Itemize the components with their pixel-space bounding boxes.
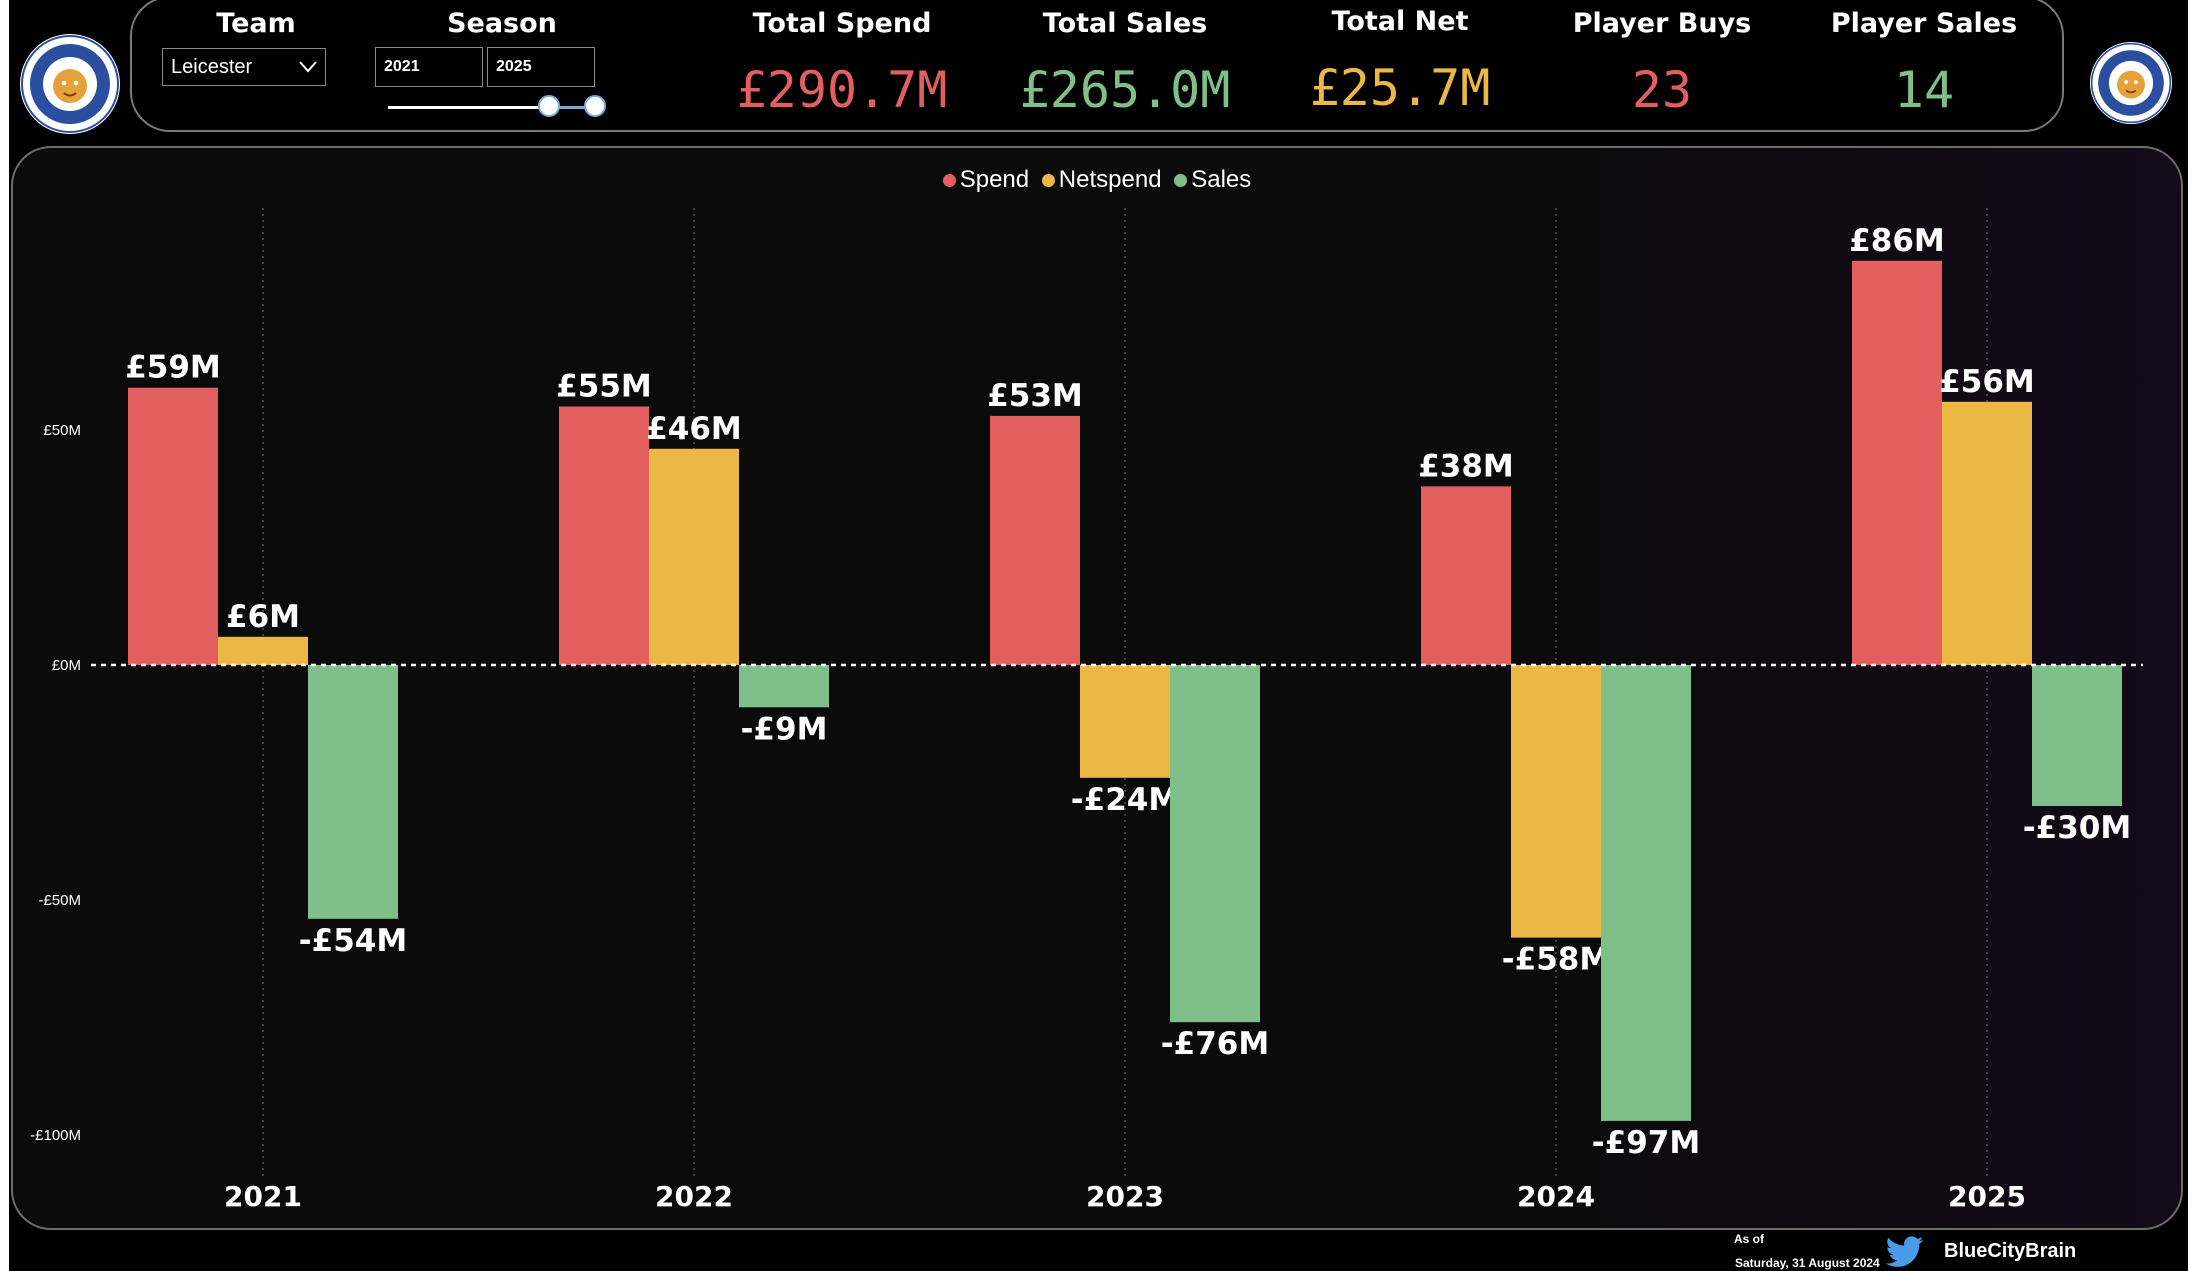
data-label: -£24M [1071,782,1179,818]
kpi-value: £290.7M [736,61,948,119]
bar-sales-2021 [308,665,398,919]
kpi-total-spend: Total Spend £290.7M [722,8,962,119]
window-edge-left [0,0,9,1271]
kpi-value: 23 [1631,61,1693,119]
chevron-down-icon [299,61,317,73]
x-category-label: 2025 [1948,1180,2026,1213]
kpi-title: Total Spend [752,8,932,39]
as-of-label: As of [1734,1232,1764,1246]
data-label: £6M [226,599,300,635]
y-tick-label: -£100M [30,1127,81,1144]
legend-dot-icon [1041,174,1055,188]
bar-spend-2022 [559,406,649,665]
data-label: -£97M [1592,1125,1700,1161]
season-slider-track[interactable] [388,106,598,109]
kpi-title: Total Net [1331,6,1469,37]
bar-spend-2025 [1852,260,1942,665]
kpi-player-sales: Player Sales 14 [1804,8,2044,119]
bar-sales-2024 [1601,665,1691,1121]
legend-item-spend[interactable]: Spend [942,166,1030,194]
legend-label: Spend [959,166,1030,193]
team-filter-label: Team [216,8,296,39]
season-end-input[interactable]: 2025 [487,47,595,87]
club-crest-right [2090,42,2172,124]
kpi-player-buys: Player Buys 23 [1542,8,1782,119]
season-slider-start-handle[interactable] [538,95,560,117]
data-label: £53M [987,378,1083,414]
leicester-city-crest-icon [21,35,119,133]
kpi-value: 14 [1893,61,1955,119]
kpi-title: Player Sales [1830,8,2018,39]
kpi-total-sales: Total Sales £265.0M [1005,8,1245,119]
y-tick-label: -£50M [38,892,81,909]
chart-panel: Spend Netspend Sales £50M £0M -£50M -£100M £… [11,146,2183,1230]
x-category-label: 2024 [1517,1180,1595,1213]
kpi-total-net: Total Net £25.7M [1280,6,1520,117]
bar-spend-2024 [1421,486,1511,665]
author-handle[interactable]: BlueCityBrain [1944,1240,2077,1262]
data-label: -£30M [2023,810,2131,846]
kpi-title: Player Buys [1572,8,1752,39]
data-label: £46M [646,411,742,447]
twitter-bird-icon[interactable] [1886,1236,1924,1268]
bar-netspend-2023 [1080,665,1170,778]
legend-item-sales[interactable]: Sales [1174,166,1251,194]
data-label: £55M [556,369,652,405]
y-tick-label: £0M [52,657,81,674]
legend-item-netspend[interactable]: Netspend [1041,166,1162,194]
data-label: -£9M [741,711,828,747]
leicester-city-crest-icon [2090,42,2172,124]
as-of-date: Saturday, 31 August 2024 [1735,1256,1880,1270]
bar-netspend-2024 [1511,665,1601,938]
x-category-label: 2021 [224,1180,302,1213]
data-label: -£58M [1502,942,1610,978]
data-label: -£54M [299,923,407,959]
x-category-label: 2023 [1086,1180,1164,1213]
bar-spend-2021 [128,387,218,665]
bar-sales-2022 [739,665,829,708]
season-slider-range [550,106,596,109]
data-label: -£76M [1161,1026,1269,1062]
bar-sales-2025 [2032,665,2122,806]
header-panel: Team Leicester Season 2021 2025 Total Sp… [130,0,2064,132]
bar-netspend-2025 [1942,401,2032,665]
bar-spend-2023 [990,415,1080,665]
x-category-label: 2022 [655,1180,733,1213]
legend-label: Netspend [1058,166,1162,193]
window-edge-right [2188,0,2197,1271]
kpi-title: Total Sales [1042,8,1208,39]
bar-chart: £50M £0M -£50M -£100M £59M £55M £53M £38M £86M £6… [30,208,2143,1213]
legend-dot-icon [1174,174,1188,188]
bar-netspend-2022 [649,448,739,665]
kpi-value: £25.7M [1309,59,1491,117]
data-label: £86M [1849,223,1945,259]
team-dropdown[interactable]: Leicester [162,48,326,86]
season-filter-label: Season [447,8,557,39]
season-slider-end-handle[interactable] [584,95,606,117]
data-label: £59M [125,350,221,386]
data-label: £38M [1418,448,1514,484]
legend-label: Sales [1191,166,1252,193]
team-dropdown-value: Leicester [171,55,253,78]
kpi-value: £265.0M [1019,61,1231,119]
legend-dot-icon [942,174,956,188]
bar-sales-2023 [1170,665,1260,1023]
chart-legend: Spend Netspend Sales [13,166,2181,194]
bar-netspend-2021 [218,636,308,665]
club-crest-left [20,34,120,134]
data-label: £56M [1939,364,2035,400]
y-tick-label: £50M [43,422,81,439]
season-start-input[interactable]: 2021 [375,47,483,87]
